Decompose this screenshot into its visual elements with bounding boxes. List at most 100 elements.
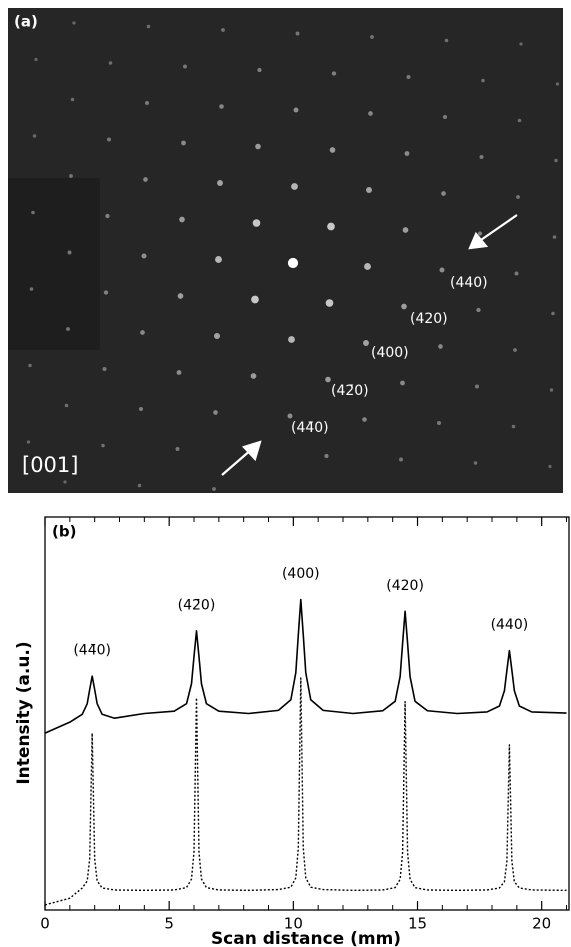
spot: [479, 154, 484, 160]
spot-label: (440): [450, 275, 488, 291]
peak-label: (420): [386, 578, 424, 594]
image-shadow: [8, 178, 100, 350]
spot: [101, 443, 105, 448]
spot-label: (420): [410, 311, 448, 327]
spot: [108, 61, 113, 65]
spot: [215, 256, 222, 263]
spot: [28, 363, 32, 368]
spot: [517, 118, 522, 123]
spot: [213, 410, 218, 415]
spot: [370, 35, 374, 39]
series-line: [44, 598, 567, 734]
spot: [257, 67, 262, 73]
panel-label: (a): [14, 13, 38, 31]
spot: [212, 487, 216, 491]
spot: [107, 137, 111, 142]
spot: [29, 287, 34, 291]
spot: [473, 461, 478, 465]
spot: [324, 453, 329, 459]
spot: [399, 457, 403, 462]
spot: [329, 147, 336, 153]
spot: [63, 480, 67, 484]
spot: [406, 74, 411, 80]
spot: [327, 222, 335, 231]
spot: [552, 235, 557, 239]
spot: [137, 483, 142, 488]
x-tick-label: 15: [408, 915, 427, 933]
arrow: [477, 214, 518, 243]
spot: [105, 213, 110, 219]
spot: [400, 380, 405, 386]
spot: [66, 327, 70, 331]
spot: [511, 424, 516, 429]
spot-label: (44̄0): [291, 420, 329, 436]
y-axis-title: Intensity (a.u.): [14, 641, 34, 784]
spot: [251, 295, 259, 304]
plot-frame: [44, 516, 570, 911]
spot: [331, 71, 337, 76]
spot-label: (42̄0): [331, 383, 369, 399]
spot: [143, 177, 148, 182]
spot: [362, 417, 367, 422]
spot: [287, 413, 293, 419]
spot: [436, 420, 442, 426]
x-tick-label: 10: [284, 915, 303, 933]
spot: [402, 227, 409, 233]
spot: [401, 303, 407, 310]
spot: [438, 344, 443, 349]
spot: [217, 180, 223, 186]
spot: [548, 464, 552, 469]
spot: [549, 388, 554, 392]
spot: [138, 406, 144, 412]
spot: [295, 31, 300, 36]
spot: [214, 333, 220, 339]
spot: [31, 210, 35, 215]
spot: [67, 250, 72, 255]
x-axis-title: Scan distance (mm): [211, 929, 401, 947]
spot: [177, 293, 184, 299]
spot: [513, 348, 517, 352]
spot: [288, 336, 295, 343]
spot: [516, 195, 520, 199]
diffraction-image: [8, 8, 563, 493]
peak-label: (440): [491, 617, 529, 633]
spot: [291, 183, 298, 190]
spot: [219, 104, 224, 109]
spot: [363, 340, 369, 346]
spot: [176, 370, 182, 375]
spot: [179, 216, 185, 223]
spot: [481, 78, 485, 83]
spot-label: (400): [371, 345, 409, 361]
peak-label: (400): [282, 566, 320, 582]
spot: [514, 271, 519, 276]
peak-label: (42̄0): [178, 597, 216, 613]
spot: [72, 21, 76, 25]
spot: [404, 151, 410, 156]
chart: (b) Scan distance (mm) Intensity (a.u.) …: [14, 516, 570, 947]
series-line: [44, 677, 567, 906]
x-tick-label: 0: [40, 915, 50, 933]
spot: [554, 158, 558, 163]
spot: [442, 114, 448, 120]
spot: [34, 57, 38, 62]
spot: [102, 366, 107, 372]
spot: [325, 376, 331, 383]
spot: [368, 111, 373, 116]
spot: [444, 38, 449, 43]
spot: [32, 134, 37, 138]
spot: [439, 267, 445, 273]
spot: [64, 403, 69, 408]
arrows: [221, 214, 518, 476]
spot: [183, 64, 187, 69]
spot: [141, 253, 147, 259]
spot: [181, 140, 186, 146]
spot: [366, 187, 372, 193]
spot: [146, 24, 151, 29]
spot: [519, 42, 523, 46]
spot: [26, 440, 31, 444]
spot: [441, 191, 446, 196]
spot: [555, 82, 560, 86]
spot: [252, 219, 261, 227]
spot: [364, 263, 371, 270]
